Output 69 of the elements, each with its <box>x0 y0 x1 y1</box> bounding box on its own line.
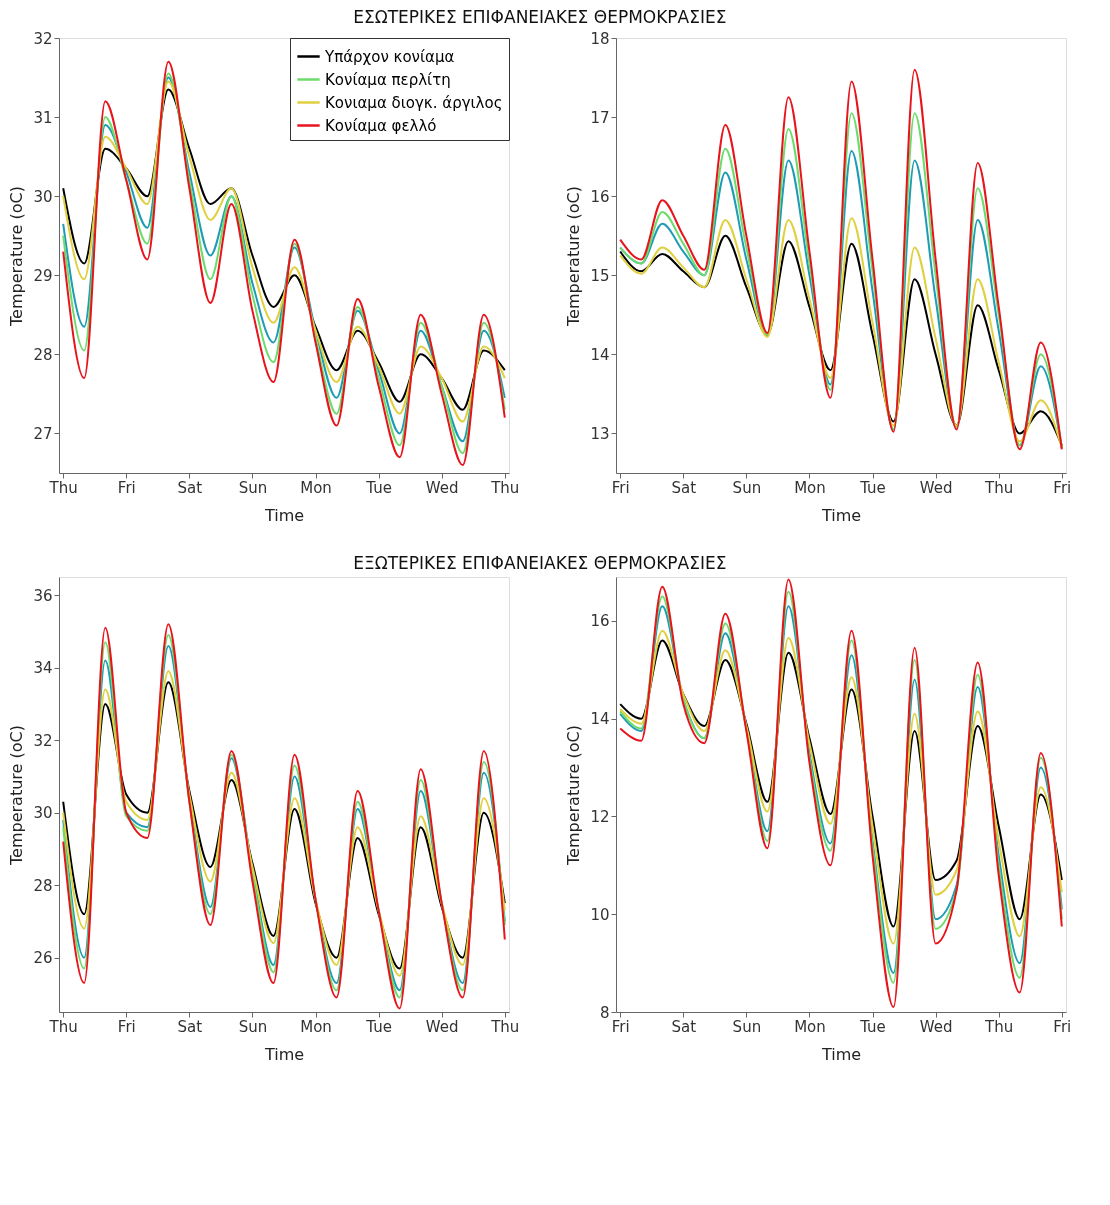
legend-label: Κονίαμα φελλό <box>325 116 437 135</box>
x-tick-label: Sun <box>238 478 268 497</box>
y-tick-label: 8 <box>599 1003 610 1022</box>
x-tick-label: Wed <box>919 478 953 497</box>
x-tick-label: Mon <box>794 1017 826 1036</box>
x-axis-title: Time <box>820 505 862 525</box>
x-axis-title: Time <box>263 505 305 525</box>
y-tick-label: 27 <box>33 424 53 443</box>
y-axis-title: Temperature (oC) <box>564 186 584 327</box>
x-tick-label: Wed <box>425 478 459 497</box>
y-tick-label: 16 <box>590 612 610 631</box>
x-tick-label: Thu <box>490 1017 520 1036</box>
x-tick-label: Sun <box>238 1017 268 1036</box>
y-tick-label: 32 <box>33 731 53 750</box>
y-tick-label: 14 <box>590 710 610 729</box>
x-tick-label: Fri <box>611 478 630 497</box>
x-tick-label: Sat <box>671 478 697 497</box>
x-tick-label: Fri <box>117 478 136 497</box>
x-axis-title: Time <box>820 1044 862 1064</box>
y-tick-label: 18 <box>590 29 610 48</box>
y-tick-label: 26 <box>33 949 53 968</box>
x-tick-label: Tue <box>365 478 392 497</box>
chart-title: ΕΣΩΤΕΡΙΚΕΣ ΕΠΙΦΑΝΕΙΑΚΕΣ ΘΕΡΜΟΚΡΑΣΙΕΣ <box>353 6 727 27</box>
x-tick-label: Fri <box>1053 478 1072 497</box>
x-tick-label: Fri <box>1053 1017 1072 1036</box>
y-tick-label: 29 <box>33 266 53 285</box>
y-tick-label: 15 <box>590 266 610 285</box>
x-axis-title: Time <box>263 1044 305 1064</box>
x-tick-label: Thu <box>490 478 520 497</box>
x-tick-label: Thu <box>48 1017 78 1036</box>
x-tick-label: Mon <box>794 478 826 497</box>
y-tick-label: 31 <box>33 108 53 127</box>
y-tick-label: 28 <box>33 345 53 364</box>
x-tick-label: Sun <box>732 1017 762 1036</box>
x-tick-label: Tue <box>859 1017 886 1036</box>
x-tick-label: Thu <box>48 478 78 497</box>
y-tick-label: 10 <box>590 905 610 924</box>
y-tick-label: 13 <box>590 424 610 443</box>
legend-label: Κονιαμα διογκ. άργιλος <box>325 93 503 112</box>
y-tick-label: 36 <box>33 586 53 605</box>
y-tick-label: 16 <box>590 187 610 206</box>
legend-label: Υπάρχον κονίαμα <box>324 47 455 66</box>
y-tick-label: 30 <box>33 187 53 206</box>
y-tick-label: 34 <box>33 659 53 678</box>
y-tick-label: 28 <box>33 876 53 895</box>
x-tick-label: Mon <box>300 478 332 497</box>
x-tick-label: Wed <box>919 1017 953 1036</box>
x-tick-label: Sat <box>177 478 203 497</box>
x-tick-label: Sat <box>671 1017 697 1036</box>
chart-title: ΕΞΩΤΕΡΙΚΕΣ ΕΠΙΦΑΝΕΙΑΚΕΣ ΘΕΡΜΟΚΡΑΣΙΕΣ <box>353 552 727 573</box>
y-axis-title: Temperature (oC) <box>7 725 27 866</box>
x-tick-label: Thu <box>984 1017 1014 1036</box>
x-tick-label: Thu <box>984 478 1014 497</box>
y-tick-label: 12 <box>590 807 610 826</box>
y-axis-title: Temperature (oC) <box>564 725 584 866</box>
x-tick-label: Fri <box>611 1017 630 1036</box>
x-tick-label: Fri <box>117 1017 136 1036</box>
x-tick-label: Tue <box>365 1017 392 1036</box>
y-tick-label: 32 <box>33 29 53 48</box>
x-tick-label: Sat <box>177 1017 203 1036</box>
x-tick-label: Wed <box>425 1017 459 1036</box>
x-tick-label: Tue <box>859 478 886 497</box>
legend-label: Κονίαμα περλίτη <box>325 70 451 89</box>
y-tick-label: 14 <box>590 345 610 364</box>
y-tick-label: 30 <box>33 804 53 823</box>
x-tick-label: Mon <box>300 1017 332 1036</box>
x-tick-label: Sun <box>732 478 762 497</box>
y-tick-label: 17 <box>590 108 610 127</box>
y-axis-title: Temperature (oC) <box>7 186 27 327</box>
